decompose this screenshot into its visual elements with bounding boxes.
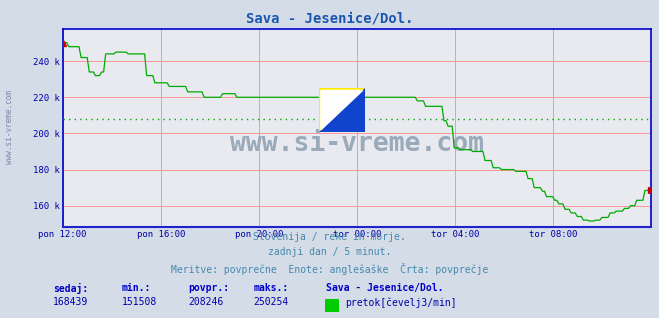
Text: povpr.:: povpr.: [188, 283, 229, 293]
Polygon shape [318, 88, 365, 132]
Text: 151508: 151508 [122, 297, 157, 307]
Text: maks.:: maks.: [254, 283, 289, 293]
Text: pretok[čevelj3/min]: pretok[čevelj3/min] [345, 297, 456, 308]
Text: 208246: 208246 [188, 297, 223, 307]
Text: sedaj:: sedaj: [53, 283, 88, 294]
Text: 168439: 168439 [53, 297, 88, 307]
Text: www.si-vreme.com: www.si-vreme.com [230, 131, 484, 157]
Text: Sava - Jesenice/Dol.: Sava - Jesenice/Dol. [246, 11, 413, 25]
Text: min.:: min.: [122, 283, 152, 293]
Text: Meritve: povprečne  Enote: anglešaške  Črta: povprečje: Meritve: povprečne Enote: anglešaške Črt… [171, 263, 488, 275]
Text: 250254: 250254 [254, 297, 289, 307]
Text: zadnji dan / 5 minut.: zadnji dan / 5 minut. [268, 247, 391, 257]
Polygon shape [318, 88, 365, 132]
Polygon shape [321, 90, 362, 130]
Text: Slovenija / reke in morje.: Slovenija / reke in morje. [253, 232, 406, 242]
Text: www.si-vreme.com: www.si-vreme.com [5, 90, 14, 164]
Text: Sava - Jesenice/Dol.: Sava - Jesenice/Dol. [326, 283, 444, 293]
